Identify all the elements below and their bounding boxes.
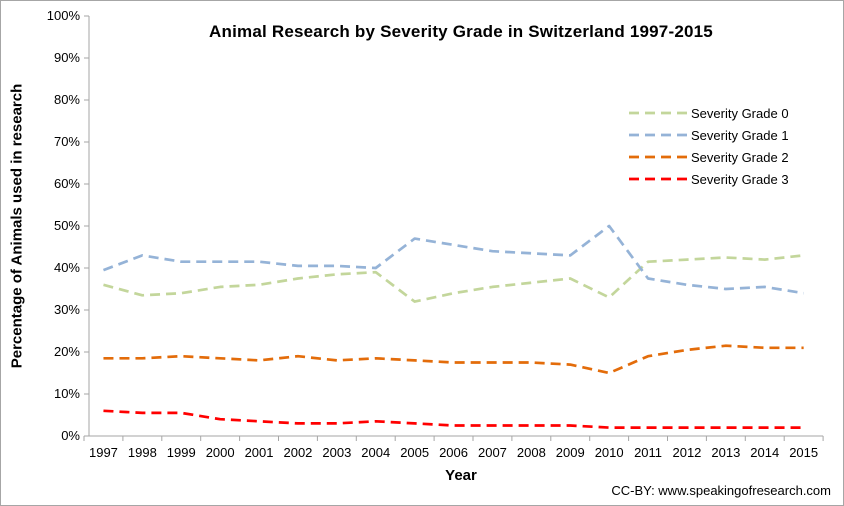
legend-dash-sample xyxy=(629,111,687,115)
series-line-1 xyxy=(102,224,804,295)
x-tick-label: 2006 xyxy=(439,445,468,460)
series-line-0 xyxy=(103,254,804,303)
y-tick-label: 70% xyxy=(54,134,80,149)
legend-item-3: Severity Grade 3 xyxy=(629,168,789,190)
legend-item-2: Severity Grade 2 xyxy=(629,146,789,168)
y-tick-label: 60% xyxy=(54,176,80,191)
y-tick-label: 0% xyxy=(61,428,80,443)
y-tick-label: 50% xyxy=(54,218,80,233)
chart-title: Animal Research by Severity Grade in Swi… xyxy=(209,22,713,41)
y-tick-label: 100% xyxy=(47,8,81,23)
legend: Severity Grade 0 Severity Grade 1 Severity… xyxy=(629,102,789,190)
y-tick-label: 80% xyxy=(54,92,80,107)
legend-item-1: Severity Grade 1 xyxy=(629,124,789,146)
y-tick-label: 20% xyxy=(54,344,80,359)
x-tick-label: 2012 xyxy=(672,445,701,460)
legend-label: Severity Grade 0 xyxy=(691,105,789,121)
y-tick-label: 30% xyxy=(54,302,80,317)
y-axis-title: Percentage of Animals used in research xyxy=(8,83,26,369)
x-tick-label: 2014 xyxy=(750,445,779,460)
x-tick-label: 1997 xyxy=(89,445,118,460)
x-tick-label: 2003 xyxy=(322,445,351,460)
legend-dash-sample xyxy=(629,155,687,159)
x-tick-label: 2015 xyxy=(789,445,818,460)
y-tick-label: 40% xyxy=(54,260,80,275)
series-line-2 xyxy=(103,344,804,375)
legend-label: Severity Grade 2 xyxy=(691,149,789,165)
legend-label: Severity Grade 1 xyxy=(691,127,789,143)
x-tick-label: 2000 xyxy=(206,445,235,460)
legend-item-0: Severity Grade 0 xyxy=(629,102,789,124)
x-tick-label: 2001 xyxy=(245,445,274,460)
x-tick-label: 2009 xyxy=(556,445,585,460)
x-tick-label: 2002 xyxy=(283,445,312,460)
x-tick-label: 1998 xyxy=(128,445,157,460)
series-line-3 xyxy=(103,409,804,429)
x-tick-label: 2013 xyxy=(711,445,740,460)
legend-dash-sample xyxy=(629,177,687,181)
y-tick-label: 90% xyxy=(54,50,80,65)
attribution-text: CC-BY: www.speakingofresearch.com xyxy=(611,483,831,498)
x-tick-label: 2004 xyxy=(361,445,390,460)
legend-dash-sample xyxy=(629,133,687,137)
x-axis-title: Year xyxy=(445,467,477,484)
x-tick-label: 2008 xyxy=(517,445,546,460)
x-tick-label: 2011 xyxy=(634,445,662,460)
y-tick-label: 10% xyxy=(54,386,80,401)
x-tick-label: 2010 xyxy=(595,445,624,460)
legend-label: Severity Grade 3 xyxy=(691,171,789,187)
x-tick-label: 1999 xyxy=(167,445,196,460)
x-tick-label: 2005 xyxy=(400,445,429,460)
x-tick-label: 2007 xyxy=(478,445,507,460)
